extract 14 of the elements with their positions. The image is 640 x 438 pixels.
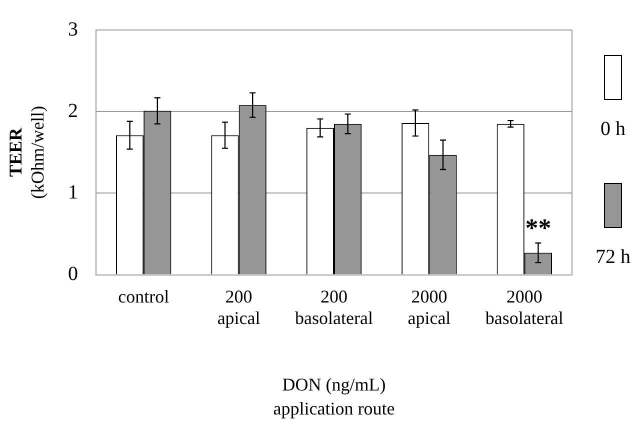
x-tick-label: 200 basolateral	[295, 286, 373, 328]
x-tick-label: 200 apical	[217, 286, 260, 328]
y-tick-label: 2	[68, 100, 78, 122]
x-tick-label: control	[118, 286, 170, 306]
x-tick-label: 2000 apical	[408, 286, 451, 328]
annotation: **	[525, 214, 552, 243]
legend-label: 72 h	[596, 246, 630, 269]
y-tick-label: 0	[68, 263, 78, 286]
y-tick-label: 1	[68, 181, 78, 204]
text: 0 h	[600, 118, 626, 141]
x-axis-title: DON (ng/mL) application route	[273, 374, 395, 419]
x-tick-label: 2000 basolateral	[485, 286, 564, 328]
y-tick-label: 3	[68, 18, 78, 40]
y-axis-title: TEER (kOhm/well)	[6, 106, 48, 199]
